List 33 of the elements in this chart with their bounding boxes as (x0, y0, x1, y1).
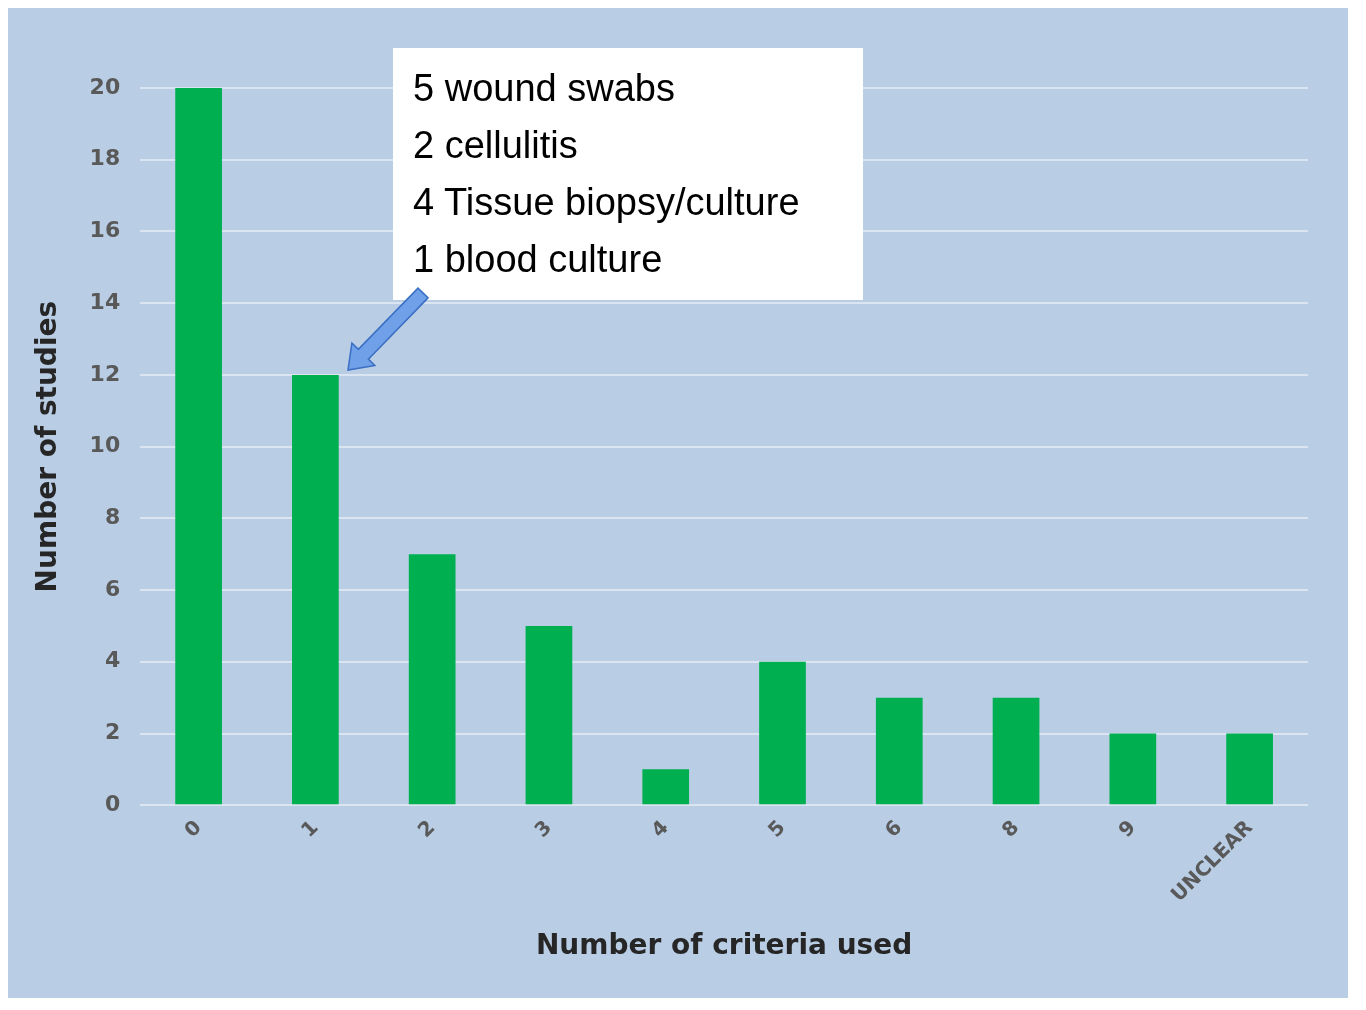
y-tick-label: 10 (89, 432, 121, 458)
y-tick-label: 16 (89, 217, 121, 243)
x-tick-label: 1 (295, 814, 323, 842)
bar (875, 697, 923, 805)
y-tick-label: 20 (89, 73, 121, 99)
x-tick-label: 9 (1113, 814, 1141, 842)
bar (1226, 733, 1273, 805)
y-tick-label: 14 (89, 288, 121, 314)
y-tick-label: 4 (104, 647, 121, 673)
y-tick-label: 18 (89, 145, 121, 171)
bar (175, 88, 222, 805)
bar (525, 625, 573, 805)
x-tick-label: 2 (412, 814, 440, 842)
x-axis-title: Number of criteria used (535, 928, 913, 962)
y-axis-title: Number of studies (30, 300, 64, 593)
bar (292, 374, 339, 805)
x-tick-label: 5 (762, 814, 790, 842)
bar (408, 554, 456, 805)
x-tick-label: 6 (879, 814, 907, 842)
y-tick-label: 8 (104, 504, 121, 530)
y-tick-label: 6 (104, 575, 121, 601)
bar (992, 697, 1040, 805)
x-tick-label: 3 (529, 814, 557, 842)
bar (759, 661, 806, 805)
y-tick-label: 0 (104, 790, 121, 816)
x-tick-label: 0 (179, 814, 206, 842)
x-tick-label: 4 (646, 814, 673, 842)
bar (1109, 733, 1157, 805)
annotation: 5 wound swabs 2 cellulitis 4 Tissue biopsy/culture 1 blood culture (393, 48, 863, 300)
bar (642, 769, 690, 805)
x-tick-label: 8 (996, 814, 1024, 842)
y-tick-label: 12 (89, 360, 121, 386)
y-tick-label: 2 (104, 719, 121, 745)
